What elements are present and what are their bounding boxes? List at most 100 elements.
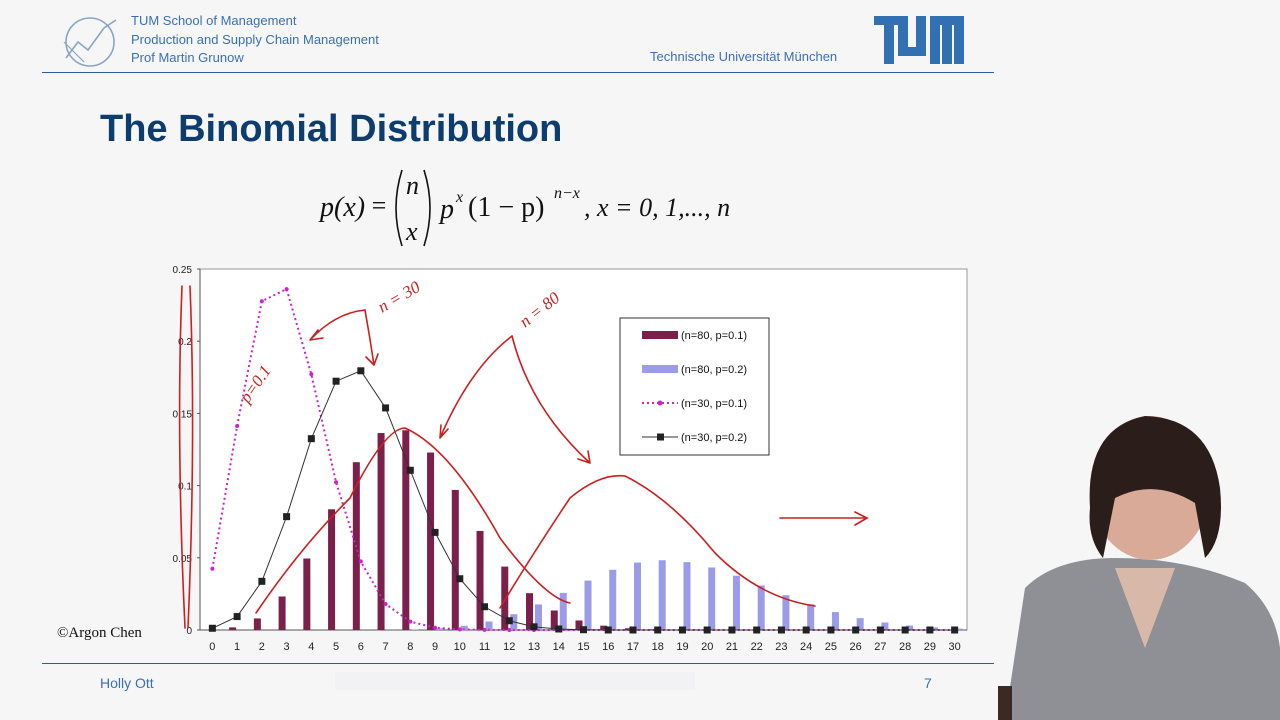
formula-one-minus-p: (1 − p) [468,192,544,223]
formula-lhs: p(x) [318,192,365,223]
n80-p02-fit-curve [499,474,816,609]
bar [930,627,938,630]
point [901,626,909,634]
point [283,513,291,521]
x-tick-label: 14 [553,641,565,653]
bar [831,612,839,630]
y-axis-highlight [178,285,194,629]
legend [619,317,770,456]
slide-title: The Binomial Distribution [100,108,563,150]
bar [906,625,914,630]
bar [253,618,261,630]
point [876,626,884,634]
x-tick-label: 28 [899,641,911,653]
x-tick-label: 7 [383,641,389,653]
bar [427,452,435,630]
legend-label: (n=80, p=0.2) [681,364,747,376]
point [827,626,835,634]
bar [535,604,543,630]
bar [501,566,509,630]
bar [658,560,666,630]
point [233,613,241,621]
point [334,480,339,485]
point [852,626,860,634]
bar [485,621,493,630]
point [604,626,612,634]
y-tick-label: 0.2 [178,337,192,348]
x-tick-label: 1 [234,641,240,653]
bar [526,593,534,630]
x-tick-label: 26 [850,641,862,653]
n80-p01-fit-curve [255,427,571,614]
bar [633,562,641,630]
bar [402,430,410,630]
x-tick-label: 3 [284,641,290,653]
bar [782,595,790,630]
bar [436,628,444,630]
x-tick-label: 15 [577,641,589,653]
bar [229,627,237,630]
point [926,626,934,634]
point [456,575,464,583]
y-tick-label: 0.1 [178,482,192,493]
point [951,626,959,634]
point [555,625,563,633]
formula-range: , x = 0, 1,..., n [584,193,730,222]
formula-p-exponent: x [455,189,463,206]
point [307,435,315,443]
chair-name: Production and Supply Chain Management [131,31,379,47]
point [235,423,240,428]
formula-equals: = [370,191,388,220]
x-tick-label: 30 [949,641,961,653]
legend-swatch [642,331,678,339]
bar [955,628,963,630]
bar [476,530,484,630]
bar [377,433,385,630]
x-tick-label: 22 [751,641,763,653]
point [482,627,487,632]
bar [708,567,716,630]
bar [757,585,765,630]
point [703,626,711,634]
x-tick-label: 13 [528,641,540,653]
y-tick-label: 0.15 [173,409,193,420]
point [580,626,587,634]
x-tick-label: 18 [652,641,664,653]
bar [584,580,592,630]
x-tick-label: 16 [602,641,614,653]
school-name: TUM School of Management [131,13,297,28]
formula-q-exponent: n−x [554,185,580,202]
legend-label: (n=30, p=0.1) [681,398,747,410]
x-tick-label: 10 [454,641,466,653]
point [728,626,736,634]
x-tick-label: 29 [924,641,936,653]
bar [609,569,617,630]
point [678,626,686,634]
point [309,372,314,377]
arrow-n80-right-icon [511,335,591,464]
legend-label: (n=30, p=0.2) [681,432,747,444]
point [259,299,264,304]
point [629,626,637,634]
point [802,626,810,634]
x-tick-label: 11 [479,641,490,653]
point [457,627,462,632]
x-tick-label: 24 [800,641,812,653]
bar [411,629,419,630]
bar [807,604,815,630]
bar [683,562,691,630]
x-tick-label: 9 [432,641,438,653]
x-tick-label: 17 [627,641,639,653]
arrow-n30-down-icon [364,309,379,366]
bar [881,622,889,630]
bar [278,596,286,630]
bar [328,509,336,630]
professor-name: Prof Martin Grunow [131,50,244,65]
bar [600,625,608,630]
bar [550,610,558,630]
point [284,287,289,292]
y-tick-label: 0.25 [173,265,193,276]
x-tick-label: 5 [333,641,339,653]
footer-blur [335,672,695,690]
